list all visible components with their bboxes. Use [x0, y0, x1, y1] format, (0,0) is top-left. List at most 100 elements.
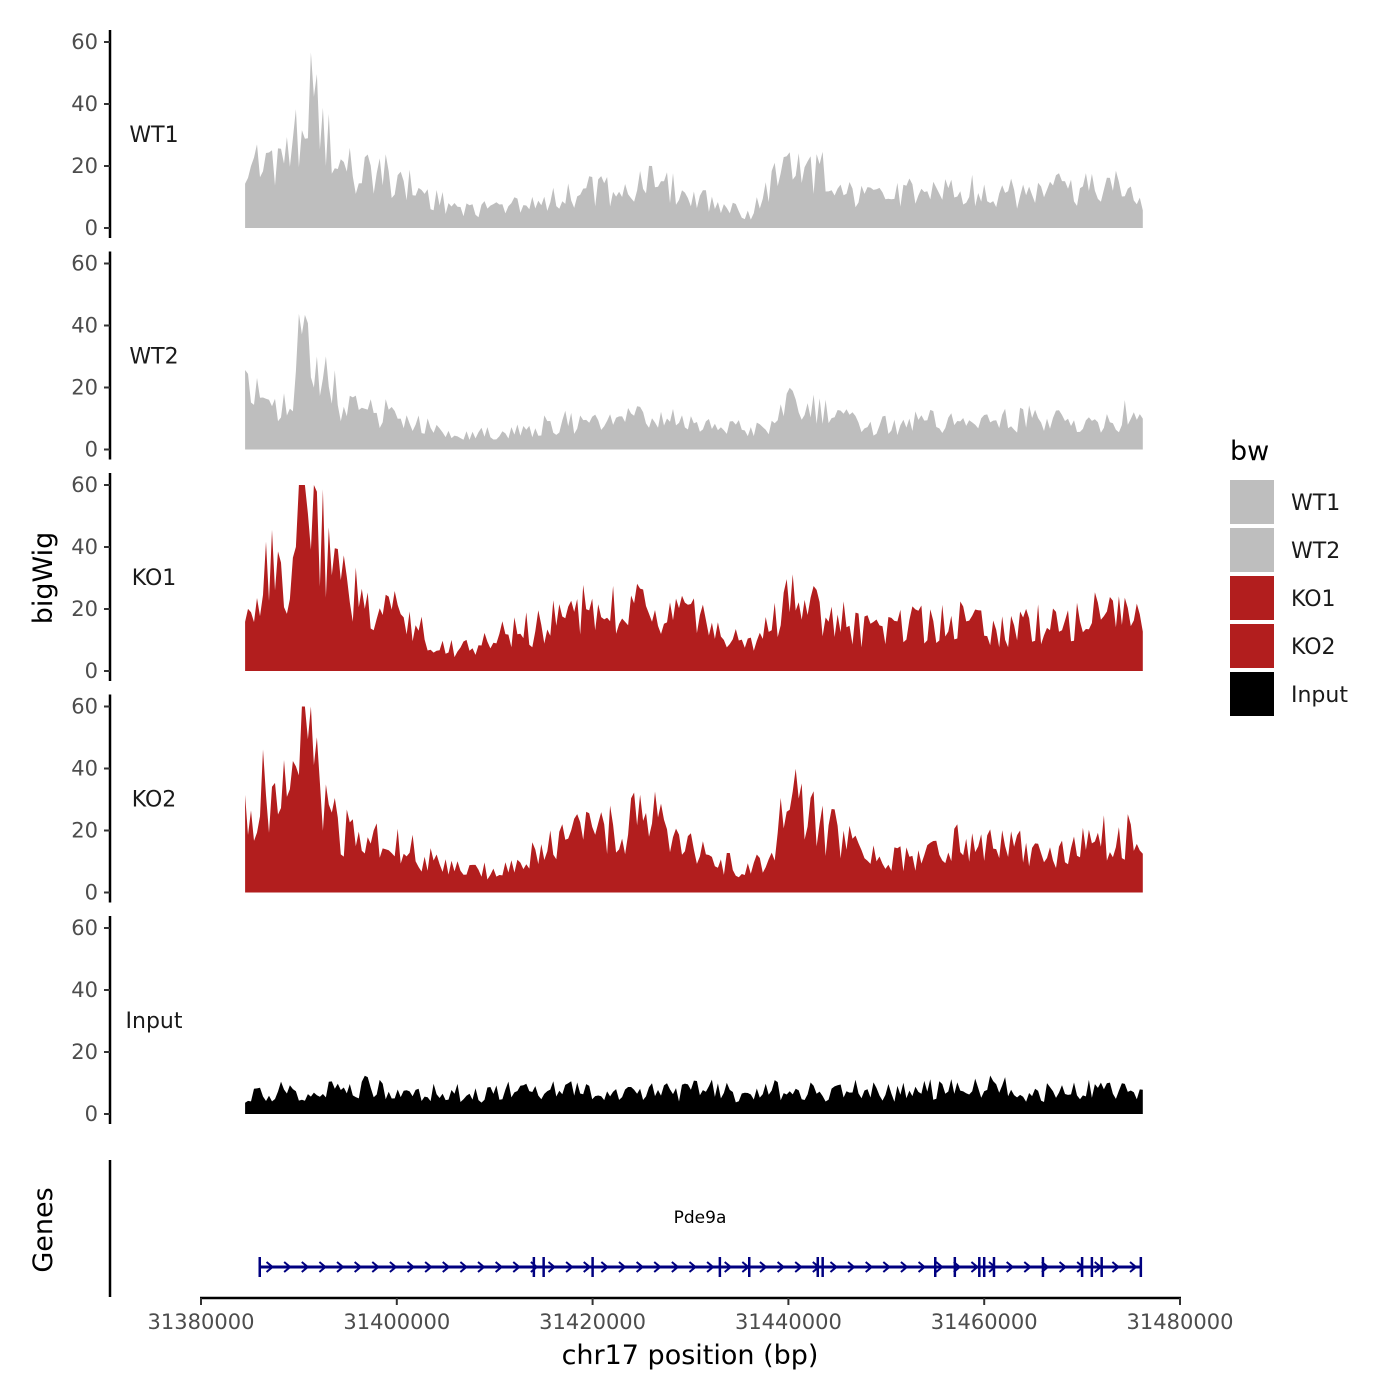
track-label: KO2	[132, 788, 177, 813]
track-input: 0 20 40 60 Input	[71, 916, 1143, 1126]
x-axis-title: chr17 position (bp)	[562, 1340, 819, 1371]
y-tick-label: 60	[71, 252, 98, 276]
legend: WT1 WT2 KO1 KO2 Input	[1230, 480, 1348, 716]
strand-arrow-icon	[353, 1261, 363, 1273]
track-ko2: 0 20 40 60 KO2	[71, 694, 1143, 905]
legend-label: WT1	[1291, 491, 1340, 516]
strand-arrow-icon	[865, 1261, 874, 1273]
strand-arrow-icon	[265, 1261, 275, 1273]
y-tick-label: 40	[71, 314, 98, 338]
x-tick-label: 31460000	[931, 1310, 1038, 1334]
legend-label: KO2	[1291, 635, 1336, 660]
strand-arrow-icon	[635, 1261, 645, 1273]
y-tick-label: 60	[71, 695, 98, 719]
strand-arrow-icon	[653, 1261, 662, 1273]
strand-arrow-icon	[1129, 1261, 1138, 1273]
gene-name-label: Pde9a	[674, 1208, 727, 1228]
y-tick-label: 20	[71, 1040, 98, 1064]
strand-arrow-icon	[917, 1261, 927, 1273]
legend-key-input	[1230, 672, 1274, 716]
strand-arrow-icon	[776, 1261, 786, 1273]
y-tick-label: 0	[85, 659, 98, 683]
x-tick-label: 31420000	[539, 1310, 646, 1334]
strand-arrow-icon	[565, 1261, 574, 1273]
y-tick-label: 20	[71, 376, 98, 400]
strand-arrow-icon	[706, 1261, 715, 1273]
y-tick-label: 0	[85, 1102, 98, 1126]
x-tick-label: 31480000	[1127, 1310, 1234, 1334]
strand-arrow-icon	[600, 1261, 609, 1273]
legend-key-wt1	[1230, 480, 1274, 524]
strand-arrow-icon	[759, 1261, 768, 1273]
strand-arrow-icon	[882, 1261, 891, 1273]
track-label: WT2	[129, 345, 178, 370]
strand-arrow-icon	[671, 1261, 680, 1273]
track-label: KO1	[132, 566, 177, 591]
x-tick-label: 31440000	[735, 1310, 842, 1334]
legend-key-ko1	[1230, 576, 1274, 620]
y-axis-title: bigWig	[28, 532, 59, 625]
strand-arrow-icon	[336, 1261, 345, 1273]
strand-arrow-icon	[900, 1261, 909, 1273]
coverage-area-ko1	[245, 485, 1143, 671]
strand-arrow-icon	[371, 1261, 380, 1273]
strand-arrow-icon	[847, 1261, 856, 1273]
strand-arrow-icon	[1111, 1261, 1120, 1273]
strand-arrow-icon	[494, 1261, 504, 1273]
y-tick-label: 0	[85, 881, 98, 905]
y-tick-label: 60	[71, 916, 98, 940]
coverage-tracks: 0 20 40 60 WT1 0 20 40 60 WT2 0 20 40 60 KO1 0 20 40 60 KO2…	[71, 30, 1143, 1126]
y-tick-label: 40	[71, 978, 98, 1002]
track-label: WT1	[129, 123, 178, 148]
strand-arrow-icon	[583, 1261, 592, 1273]
strand-arrow-icon	[283, 1261, 292, 1273]
y-tick-label: 20	[71, 819, 98, 843]
track-ko1: 0 20 40 60 KO1	[71, 473, 1143, 683]
y-tick-label: 40	[71, 92, 98, 116]
strand-arrow-icon	[1058, 1261, 1068, 1273]
y-tick-label: 40	[71, 757, 98, 781]
x-axis: 31380000 31400000 31420000 31440000 31460000…	[148, 1296, 1234, 1334]
strand-arrow-icon	[424, 1261, 433, 1273]
strand-arrow-icon	[688, 1261, 698, 1273]
y-tick-label: 60	[71, 473, 98, 497]
strand-arrow-icon	[406, 1261, 416, 1273]
x-tick-label: 31400000	[343, 1310, 450, 1334]
strand-arrow-icon	[442, 1261, 451, 1273]
track-wt2: 0 20 40 60 WT2	[71, 251, 1143, 462]
y-tick-label: 40	[71, 535, 98, 559]
strand-arrow-icon	[618, 1261, 627, 1273]
strand-arrow-icon	[935, 1261, 944, 1273]
legend-title: bw	[1230, 436, 1269, 467]
legend-key-ko2	[1230, 624, 1274, 668]
strand-arrow-icon	[301, 1261, 310, 1273]
y-tick-label: 20	[71, 597, 98, 621]
coverage-area-input	[245, 1075, 1143, 1114]
strand-arrow-icon	[459, 1261, 468, 1273]
track-label: Input	[126, 1009, 183, 1034]
coverage-area-wt1	[245, 52, 1143, 229]
x-tick-label: 31380000	[148, 1310, 255, 1334]
strand-arrow-icon	[389, 1261, 398, 1273]
coverage-area-ko2	[245, 706, 1143, 893]
strand-arrow-icon	[724, 1261, 733, 1273]
y-tick-label: 0	[85, 438, 98, 462]
genes-track-title: Genes	[28, 1187, 59, 1272]
y-tick-label: 60	[71, 30, 98, 54]
strand-arrow-icon	[970, 1261, 979, 1273]
legend-label: KO1	[1291, 587, 1336, 612]
strand-arrow-icon	[512, 1261, 521, 1273]
strand-arrow-icon	[547, 1261, 557, 1273]
track-wt1: 0 20 40 60 WT1	[71, 30, 1143, 240]
strand-arrow-icon	[1006, 1261, 1015, 1273]
strand-arrow-icon	[318, 1261, 327, 1273]
strand-arrow-icon	[1023, 1261, 1032, 1273]
y-tick-label: 20	[71, 154, 98, 178]
legend-key-wt2	[1230, 528, 1274, 572]
strand-arrow-icon	[829, 1261, 838, 1273]
genes-track: Pde9a	[108, 1160, 1143, 1297]
strand-arrow-icon	[794, 1261, 803, 1273]
strand-arrow-icon	[477, 1261, 486, 1273]
y-tick-label: 0	[85, 216, 98, 240]
